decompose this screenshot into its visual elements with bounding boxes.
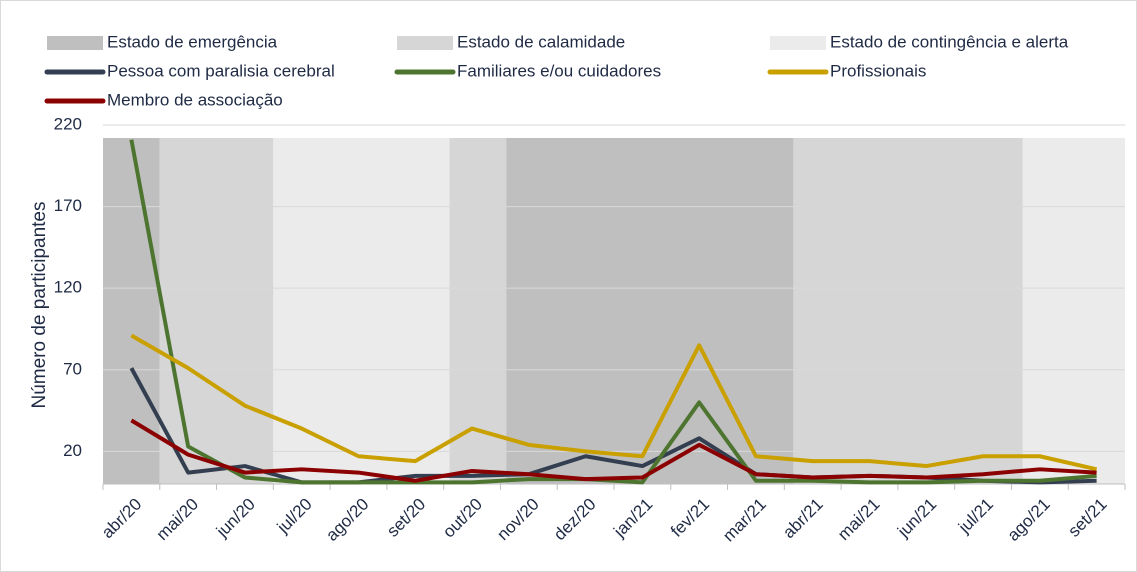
series-line (130, 418, 1097, 483)
period-band (103, 138, 160, 484)
series-line (129, 139, 1097, 485)
y-tick-label: 170 (54, 196, 82, 215)
y-tick-label: 20 (63, 441, 82, 460)
legend-label: Pessoa com paralisia cerebral (107, 61, 335, 80)
legend-label: Estado de calamidade (457, 32, 625, 51)
period-band (273, 138, 450, 484)
series-line (130, 333, 1098, 472)
period-band (793, 138, 1023, 484)
legend-swatch (770, 36, 826, 50)
legend-swatch (397, 36, 453, 50)
period-band (159, 138, 274, 484)
period-band (449, 138, 507, 484)
period-band (1022, 138, 1125, 484)
legend-label: Membro de associação (107, 90, 283, 109)
legend-label: Profissionais (830, 61, 926, 80)
legend-label: Familiares e/ou cuidadores (457, 61, 661, 80)
y-axis-label: Número de participantes (29, 202, 50, 409)
y-tick-label: 120 (54, 278, 82, 297)
legend-label: Estado de contingência e alerta (830, 32, 1069, 51)
y-tick-label: 70 (63, 359, 82, 378)
legend-swatch (47, 36, 103, 50)
y-tick-label: 220 (54, 114, 82, 133)
legend-label: Estado de emergência (107, 32, 278, 51)
period-band (506, 138, 794, 484)
